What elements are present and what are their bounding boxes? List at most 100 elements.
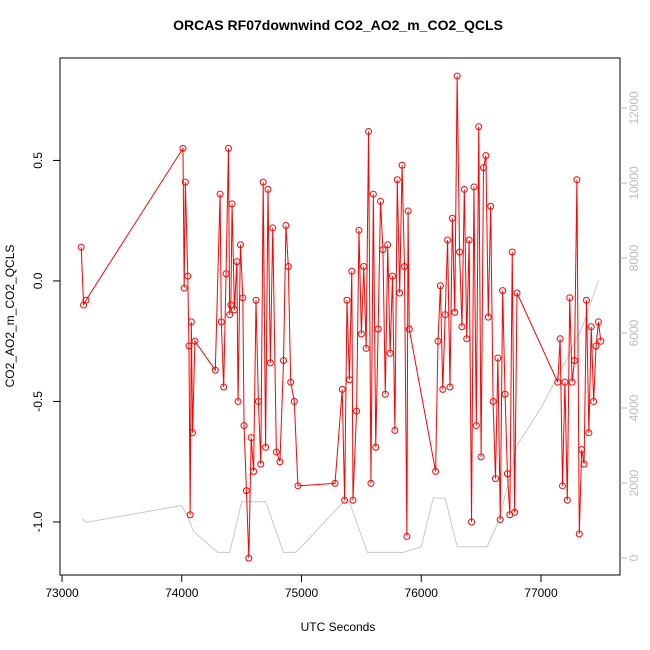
data-point — [582, 296, 590, 304]
data-point — [475, 123, 483, 131]
data-point — [282, 222, 290, 230]
data-point — [381, 390, 389, 398]
data-point — [484, 313, 492, 321]
data-point — [226, 311, 234, 319]
data-point — [211, 366, 219, 374]
data-point — [573, 176, 581, 184]
data-point — [511, 508, 519, 516]
data-point — [360, 262, 368, 270]
data-point — [269, 224, 277, 232]
data-point — [233, 258, 241, 266]
data-point — [77, 243, 85, 251]
data-point — [179, 144, 187, 152]
data-point — [575, 530, 583, 538]
data-point — [396, 289, 404, 297]
data-point — [365, 128, 373, 136]
data-point — [239, 294, 247, 302]
data-point — [597, 337, 605, 345]
data-point — [343, 296, 351, 304]
y-tick-label: 0.5 — [31, 152, 45, 169]
data-point — [290, 397, 298, 405]
data-point — [348, 267, 356, 275]
data-point — [217, 318, 225, 326]
data-point — [272, 448, 280, 456]
data-point — [456, 248, 464, 256]
data-point — [242, 487, 250, 495]
x-tick-label: 74000 — [165, 586, 199, 600]
data-point — [496, 516, 504, 524]
y2-tick-label: 12000 — [627, 91, 641, 125]
data-point — [491, 475, 499, 483]
data-point — [393, 176, 401, 184]
data-line — [80, 76, 602, 559]
data-point — [386, 349, 394, 357]
y2-tick-label: 0 — [627, 554, 641, 561]
data-point — [222, 270, 230, 278]
y2-tick-label: 6000 — [627, 319, 641, 346]
data-point — [468, 518, 476, 526]
data-point — [331, 479, 339, 487]
data-point — [266, 359, 274, 367]
data-point — [369, 190, 377, 198]
data-point — [489, 397, 497, 405]
data-point — [259, 178, 267, 186]
data-point — [453, 72, 461, 80]
data-point — [254, 397, 262, 405]
data-point — [571, 356, 579, 364]
x-tick-label: 73000 — [45, 586, 79, 600]
data-point — [448, 214, 456, 222]
data-point — [434, 337, 442, 345]
data-point — [398, 161, 406, 169]
x-axis-label: UTC Seconds — [301, 620, 376, 634]
data-point — [372, 443, 380, 451]
data-point — [513, 289, 521, 297]
y-tick-label: 0.0 — [31, 272, 45, 289]
data-point — [245, 554, 253, 562]
data-point — [482, 152, 490, 160]
data-point — [228, 200, 236, 208]
data-point — [568, 378, 576, 386]
data-point — [338, 385, 346, 393]
data-point — [216, 190, 224, 198]
data-point — [441, 311, 449, 319]
data-point — [220, 383, 228, 391]
data-point — [280, 356, 288, 364]
data-point — [294, 482, 302, 490]
data-point — [379, 246, 387, 254]
data-point — [353, 407, 361, 415]
data-point — [252, 296, 260, 304]
y-tick-label: -0.5 — [31, 391, 45, 412]
y-tick-label: -1.0 — [31, 511, 45, 532]
data-point — [463, 335, 471, 343]
data-point — [580, 460, 588, 468]
data-point — [377, 197, 385, 205]
x-tick-label: 76000 — [405, 586, 439, 600]
data-point — [341, 496, 349, 504]
data-point — [444, 236, 452, 244]
data-point — [556, 335, 564, 343]
data-point — [592, 342, 600, 350]
data-point — [189, 429, 197, 437]
data-point — [578, 446, 586, 454]
data-point — [287, 378, 295, 386]
x-tick-label: 77000 — [524, 586, 558, 600]
data-point — [234, 397, 242, 405]
y2-tick-label: 2000 — [627, 469, 641, 496]
data-point — [566, 294, 574, 302]
data-point — [465, 236, 473, 244]
data-point — [191, 337, 199, 345]
data-point — [559, 482, 567, 490]
data-point — [470, 183, 478, 191]
data-point — [247, 434, 255, 442]
y2-tick-label: 8000 — [627, 244, 641, 271]
data-point — [224, 144, 232, 152]
data-point — [432, 467, 440, 475]
data-point — [585, 429, 593, 437]
data-point — [503, 470, 511, 478]
data-point — [181, 178, 189, 186]
data-point — [439, 385, 447, 393]
data-point — [357, 330, 365, 338]
data-point — [82, 296, 90, 304]
data-point — [561, 378, 569, 386]
